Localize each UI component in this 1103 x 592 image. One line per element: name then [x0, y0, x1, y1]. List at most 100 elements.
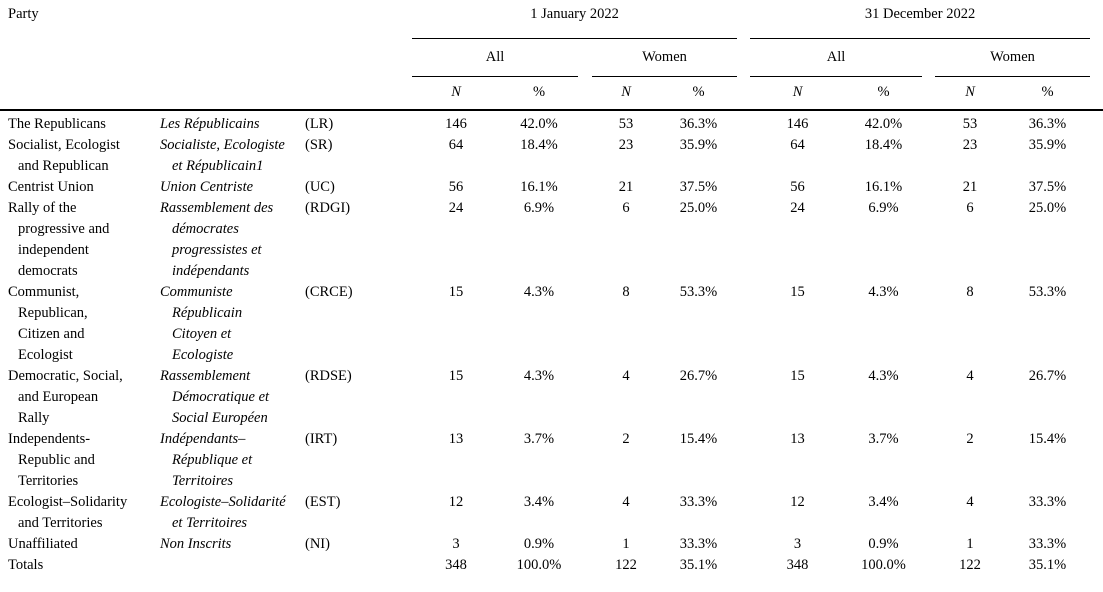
spacer [363, 198, 412, 282]
party-abbreviation: (LR) [303, 109, 364, 135]
table-row: Democratic, Social, and European Rally R… [0, 366, 1103, 429]
n-value: 146 [412, 109, 501, 135]
spacer [922, 492, 935, 534]
percent-value: 18.4% [520, 137, 558, 153]
n-value: 348 [786, 557, 809, 573]
spacer [1090, 492, 1103, 534]
spacer [737, 177, 750, 198]
party-name-english: The Republicans [0, 109, 158, 135]
n-value: 8 [966, 284, 974, 300]
party-name-english: Centrist Union [8, 179, 94, 195]
n-column-header: N [451, 84, 461, 101]
spacer [1090, 109, 1103, 135]
table-row: Centrist Union Union Centriste (UC) 56 1… [0, 177, 1103, 198]
n-value: 23 [618, 137, 634, 153]
spacer [922, 76, 935, 110]
table-row: Communist, Republican, Citizen and Ecolo… [0, 282, 1103, 366]
spacer [363, 0, 412, 110]
spacer [922, 177, 935, 198]
n-value: 2 [622, 431, 630, 447]
percent-value: 16.1% [520, 179, 558, 195]
spacer [922, 109, 936, 135]
n-value: 23 [962, 137, 978, 153]
n-value: 13 [448, 431, 464, 447]
party-name-french [158, 555, 303, 576]
spacer [1090, 135, 1103, 177]
spacer [578, 555, 592, 576]
party-name-french: Rassemblement des démocrates progressist… [160, 200, 274, 279]
n-value: 12 [790, 494, 805, 510]
percent-value: 37.5% [1028, 179, 1067, 195]
percent-value: 33.3% [679, 494, 718, 510]
table-header: Party 1 January 2022 31 December 2022 Al… [0, 0, 1103, 110]
subgroup-header-all: All [412, 38, 579, 77]
percent-value: 25.0% [1028, 200, 1067, 216]
n-value: 24 [448, 200, 464, 216]
n-value: 21 [962, 179, 978, 195]
percent-value: 4.3% [868, 284, 899, 300]
percent-value: 53.3% [679, 284, 718, 300]
percent-column-header: % [1041, 84, 1054, 101]
spacer [1090, 534, 1103, 555]
n-value: 6 [622, 200, 630, 216]
spacer [1090, 429, 1103, 492]
party-name-french: Les Républicains [158, 109, 303, 135]
n-value: 56 [448, 179, 464, 195]
party-name-english: Totals [8, 557, 44, 573]
party-name-french: Socialiste, Ecologiste et Républicain1 [160, 137, 285, 174]
party-abbreviation: (RDSE) [305, 368, 352, 384]
n-value: 146 [750, 109, 846, 135]
spacer [363, 492, 412, 534]
percent-column-header: % [692, 84, 705, 101]
spacer [922, 198, 935, 282]
percent-value: 16.1% [864, 179, 903, 195]
party-name-french: Rassemblement Démocratique et Social Eur… [160, 368, 270, 426]
party-name-english: Unaffiliated [8, 536, 78, 552]
percent-value: 33.3% [679, 536, 718, 552]
spacer [737, 429, 750, 492]
table-row: Rally of the progressive and independent… [0, 198, 1103, 282]
n-value: 2 [966, 431, 974, 447]
party-name-english: Ecologist–Solidarity and Territories [8, 494, 128, 531]
n-value: 24 [790, 200, 805, 216]
table-row: Totals 348 100.0% 122 35.1% 348 100.0% 1… [0, 555, 1103, 576]
percent-value: 26.7% [1028, 368, 1067, 384]
spacer [737, 492, 750, 534]
spacer [737, 0, 750, 110]
n-value: 3 [452, 536, 460, 552]
spacer [578, 198, 592, 282]
n-column-header: N [792, 84, 803, 101]
n-value: 15 [448, 368, 464, 384]
percent-value: 100.0% [516, 557, 562, 573]
percent-value: 36.3% [1005, 109, 1091, 135]
party-abbreviation: (SR) [305, 137, 333, 153]
spacer [363, 555, 412, 576]
n-value: 4 [966, 494, 974, 510]
spacer [922, 282, 935, 366]
spacer [363, 429, 412, 492]
party-abbreviation: (RDGI) [305, 200, 351, 216]
party-column-header: Party [8, 6, 39, 22]
n-value: 15 [448, 284, 464, 300]
n-value: 15 [790, 368, 805, 384]
party-abbreviation: (IRT) [305, 431, 338, 447]
spacer [1090, 555, 1103, 576]
spacer [1090, 177, 1103, 198]
percent-value: 3.7% [523, 431, 555, 447]
spacer [578, 282, 592, 366]
spacer [737, 135, 750, 177]
n-value: 4 [622, 368, 630, 384]
spacer [922, 534, 935, 555]
n-value: 4 [622, 494, 630, 510]
n-column-header: N [965, 84, 975, 101]
party-name-english: Independents- Republic and Territories [8, 431, 95, 489]
spacer [578, 366, 592, 429]
table-body: The Republicans Les Républicains (LR) 14… [0, 109, 1103, 576]
spacer [578, 534, 592, 555]
party-seats-table: Party 1 January 2022 31 December 2022 Al… [0, 0, 1103, 576]
percent-value: 33.3% [1028, 494, 1067, 510]
percent-value: 33.3% [1028, 536, 1067, 552]
percent-value: 3.7% [868, 431, 899, 447]
party-name-french: Indépendants– République et Territoires [160, 431, 253, 489]
percent-value: 15.4% [679, 431, 718, 447]
